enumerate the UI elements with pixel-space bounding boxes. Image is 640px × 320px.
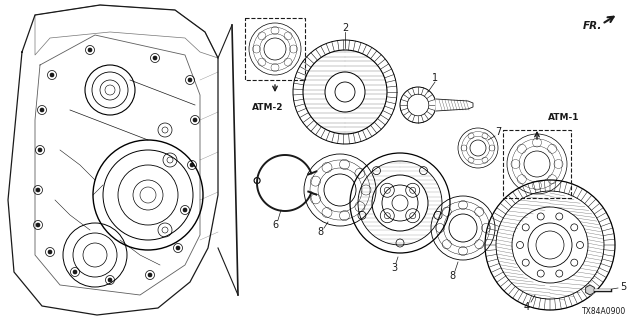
Text: ATM-1: ATM-1: [548, 114, 580, 123]
Circle shape: [188, 78, 192, 82]
Circle shape: [148, 273, 152, 277]
Circle shape: [176, 246, 180, 250]
Text: 4: 4: [524, 302, 530, 312]
Text: ATM-2: ATM-2: [252, 103, 284, 113]
Circle shape: [73, 270, 77, 274]
Polygon shape: [8, 5, 218, 315]
Text: 1: 1: [432, 73, 438, 83]
Circle shape: [40, 108, 44, 112]
Text: 5: 5: [620, 282, 626, 292]
Circle shape: [38, 148, 42, 152]
Text: 6: 6: [272, 220, 278, 230]
Text: FR.: FR.: [582, 21, 602, 31]
Polygon shape: [586, 285, 595, 295]
Circle shape: [48, 250, 52, 254]
Polygon shape: [436, 99, 473, 111]
Text: 8: 8: [449, 271, 455, 281]
Circle shape: [108, 278, 112, 282]
Circle shape: [36, 188, 40, 192]
Text: 3: 3: [391, 263, 397, 273]
Circle shape: [193, 118, 197, 122]
Circle shape: [183, 208, 187, 212]
Text: TX84A0900: TX84A0900: [582, 308, 626, 316]
Circle shape: [190, 163, 194, 167]
Text: 7: 7: [495, 127, 501, 137]
Text: 8: 8: [317, 227, 323, 237]
Circle shape: [153, 56, 157, 60]
Circle shape: [50, 73, 54, 77]
Circle shape: [88, 48, 92, 52]
Bar: [245, 18, 305, 80]
Circle shape: [36, 223, 40, 227]
Text: 2: 2: [342, 23, 348, 33]
Bar: [503, 130, 571, 198]
